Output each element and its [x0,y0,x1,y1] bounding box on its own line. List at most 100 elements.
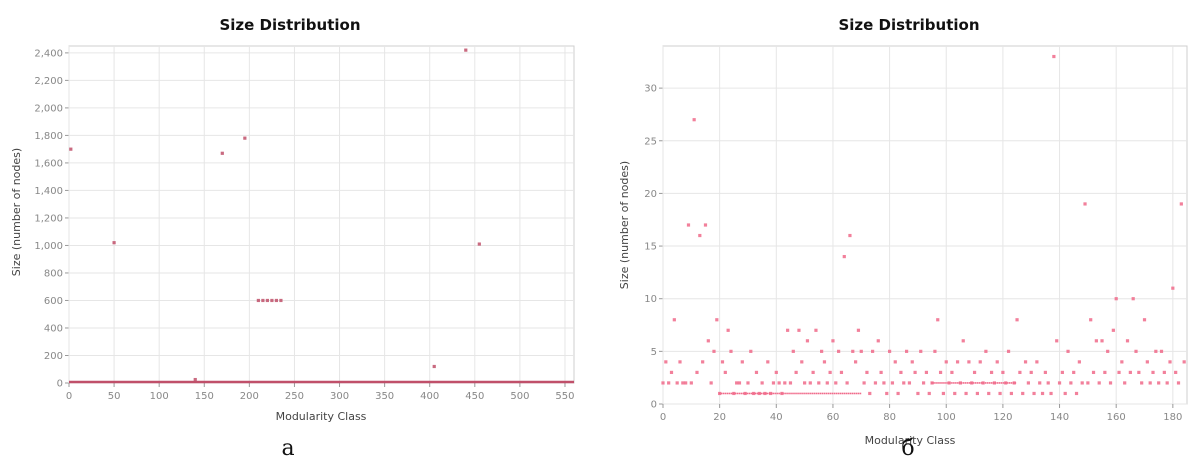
x-tick-label: 0 [660,412,666,423]
data-point [955,382,957,384]
data-point [975,391,979,396]
data-point [763,391,767,396]
data-point [882,381,886,385]
data-point [1154,349,1158,353]
x-tick-label: 250 [285,391,304,402]
data-point [988,382,991,384]
data-point [1057,381,1062,385]
data-point [943,382,945,384]
data-point [825,381,829,385]
data-point [743,391,747,396]
data-point [821,392,824,395]
data-point [876,339,880,343]
data-point [921,381,926,385]
data-point [871,349,875,353]
data-point [862,381,866,385]
data-point [729,349,733,353]
data-point [896,391,900,396]
data-point [819,392,822,395]
data-point [794,370,798,375]
data-point [848,233,852,238]
data-point [989,370,994,375]
data-point [1123,381,1127,385]
data-point [998,391,1002,396]
x-tick-label: 400 [420,391,439,402]
data-point [951,382,953,384]
data-point [1168,360,1172,364]
chart-a: 0 200 400 600 800 1,000 1,200 1,400 1,600 1,800 2,… [10,16,575,461]
data-point [726,328,730,332]
y-tick-label: 1,200 [34,213,63,224]
data-point [804,392,806,395]
y-tick-label: 15 [644,242,657,253]
data-point [695,370,699,375]
data-point [661,381,665,385]
data-point [837,349,841,353]
data-point [1089,318,1093,322]
data-point [464,48,468,52]
data-point [913,370,917,375]
data-point [839,370,844,375]
data-point [703,223,708,227]
chart-b: 0 5 10 15 20 25 30 0 20 40 60 80 100 120 140 160 180 Size… [618,16,1188,461]
data-point [1080,381,1084,385]
data-point [816,392,818,395]
data-point [715,318,719,322]
data-point [1145,360,1149,364]
data-point [845,381,849,385]
data-point [805,339,810,343]
data-point [737,381,742,385]
data-point [996,382,999,384]
data-point [667,381,671,385]
panel-label: б [901,436,914,461]
data-point [854,360,858,364]
data-point [274,298,279,303]
data-point [1043,370,1047,375]
data-point [720,360,725,364]
data-point [855,392,858,395]
data-point [827,392,830,395]
data-point [893,360,897,364]
data-point [432,364,436,369]
data-point [845,392,848,395]
data-point [938,370,943,375]
data-point [1069,381,1073,385]
data-point [786,328,790,332]
data-point [1103,370,1107,375]
data-point [961,339,965,343]
data-point [902,381,906,385]
x-tick-label: 50 [108,391,121,402]
data-point [1142,318,1147,322]
data-point [477,242,481,246]
data-point [984,382,987,384]
data-point [1125,339,1130,343]
data-point [964,391,968,396]
data-point [930,381,934,385]
y-tick-label: 0 [651,400,657,411]
data-point [1015,318,1019,322]
data-point [800,360,804,364]
data-point [995,360,999,364]
data-point [910,360,914,364]
data-point [904,349,909,353]
data-point [1094,339,1098,343]
data-point [771,381,776,385]
x-tick-label: 20 [713,412,726,423]
x-tick-label: 60 [827,412,840,423]
data-point [800,392,802,395]
data-point [769,391,773,396]
data-point [794,392,796,395]
x-tick-label: 100 [150,391,169,402]
chart-title: Size Distribution [838,16,979,34]
data-point [853,392,856,395]
x-tick-label: 450 [465,391,484,402]
data-point [841,392,844,395]
data-point [1097,381,1101,385]
data-point [967,360,971,364]
data-point [811,370,815,375]
data-point [958,381,963,385]
data-point [947,381,951,385]
y-tick-label: 10 [644,294,657,305]
data-point [709,381,713,385]
data-point [839,392,842,395]
